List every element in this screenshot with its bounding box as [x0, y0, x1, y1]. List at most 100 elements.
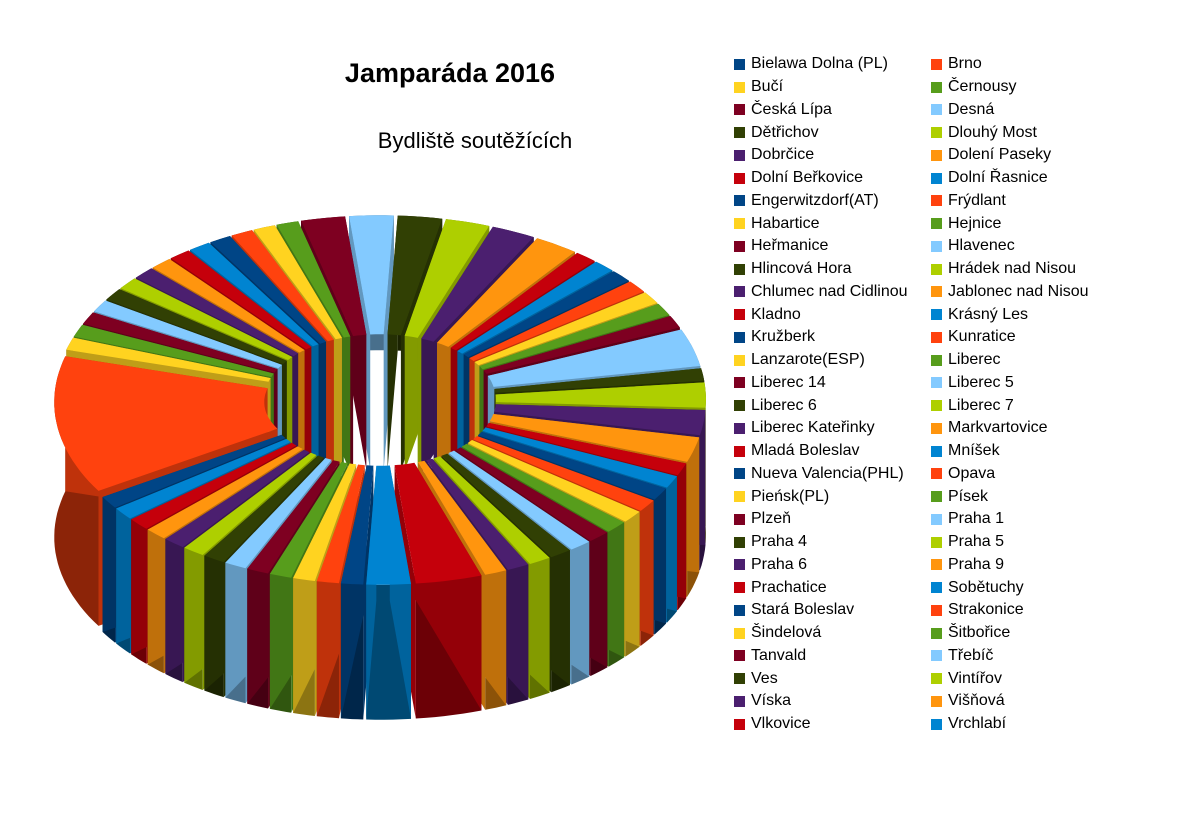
legend-item: Brno	[931, 53, 1131, 76]
legend-label: Desná	[948, 100, 995, 118]
legend-swatch	[734, 58, 745, 70]
legend-label: Šitbořice	[948, 624, 1011, 642]
legend-swatch	[734, 263, 745, 275]
legend-item: Kružberk	[734, 326, 931, 349]
legend-item: Nueva Valencia(PHL)	[734, 463, 931, 486]
legend-swatch	[931, 468, 942, 480]
legend-label: Hlincová Hora	[751, 260, 852, 278]
legend-label: Hejnice	[948, 214, 1002, 232]
legend-label: Prachatice	[751, 578, 827, 596]
legend-label: Vlkovice	[751, 715, 811, 733]
legend-label: Praha 4	[751, 533, 808, 551]
legend-label: Jablonec nad Nisou	[948, 282, 1089, 300]
legend-swatch	[931, 650, 942, 662]
legend-item: Černousy	[931, 76, 1131, 99]
legend-swatch	[734, 400, 745, 412]
legend-item: Engerwitzdorf(AT)	[734, 190, 931, 213]
legend-swatch	[931, 149, 942, 161]
legend-label: Liberec 7	[948, 396, 1014, 414]
legend-item: Desná	[931, 99, 1131, 122]
legend-label: Sobětuchy	[948, 578, 1024, 596]
legend-label: Bučí	[751, 78, 784, 96]
legend-item: Višňová	[931, 690, 1131, 713]
legend-label: Krásný Les	[948, 305, 1029, 323]
chart-legend: Bielawa Dolna (PL) Brno Bučí Černousy Česká …	[734, 53, 1154, 736]
legend-item: Heřmanice	[734, 235, 931, 258]
legend-label: Dolní Řasnice	[948, 169, 1048, 187]
legend-item: Ves	[734, 667, 931, 690]
legend-item: Dětřichov	[734, 121, 931, 144]
legend-label: Chlumec nad Cidlinou	[751, 282, 908, 300]
legend-label: Písek	[948, 487, 989, 505]
legend-swatch	[734, 468, 745, 480]
legend-label: Nueva Valencia(PHL)	[751, 464, 904, 482]
legend-item: Praha 6	[734, 554, 931, 577]
legend-swatch	[931, 81, 942, 93]
legend-swatch	[734, 582, 745, 594]
legend-label: Vintířov	[948, 669, 1002, 687]
legend-swatch	[931, 218, 942, 230]
legend-label: Liberec	[948, 351, 1001, 369]
legend-swatch	[931, 559, 942, 571]
legend-swatch	[734, 354, 745, 366]
legend-swatch	[931, 104, 942, 116]
legend-label: Hrádek nad Nisou	[948, 260, 1077, 278]
legend-label: Liberec 14	[751, 373, 826, 391]
legend-item: Liberec 7	[931, 394, 1131, 417]
legend-item: Dolní Řasnice	[931, 167, 1131, 190]
legend-item: Šindelová	[734, 622, 931, 645]
legend-item: Praha 4	[734, 531, 931, 554]
legend-item: Česká Lípa	[734, 99, 931, 122]
legend-label: Engerwitzdorf(AT)	[751, 191, 879, 209]
legend-label: Praha 1	[948, 510, 1005, 528]
legend-label: Liberec 5	[948, 373, 1014, 391]
legend-label: Praha 9	[948, 555, 1005, 573]
legend-item: Hlavenec	[931, 235, 1131, 258]
legend-item: Třebíč	[931, 645, 1131, 668]
legend-item: Opava	[931, 463, 1131, 486]
legend-item: Prachatice	[734, 576, 931, 599]
legend-label: Česká Lípa	[751, 100, 832, 118]
legend-label: Mladá Boleslav	[751, 442, 860, 460]
legend-swatch	[734, 240, 745, 252]
legend-swatch	[734, 491, 745, 503]
legend-label: Mníšek	[948, 442, 1000, 460]
legend-swatch	[931, 263, 942, 275]
legend-item: Plzeň	[734, 508, 931, 531]
legend-label: Tanvald	[751, 646, 807, 664]
legend-swatch	[931, 354, 942, 366]
chart-subtitle: Bydliště soutěžících	[377, 128, 573, 153]
legend-label: Višňová	[948, 692, 1005, 710]
legend-swatch	[734, 195, 745, 207]
legend-item: Bielawa Dolna (PL)	[734, 53, 931, 76]
legend-item: Praha 1	[931, 508, 1131, 531]
legend-item: Jablonec nad Nisou	[931, 281, 1131, 304]
legend-item: Vintířov	[931, 667, 1131, 690]
legend-item: Víska	[734, 690, 931, 713]
legend-item: Bučí	[734, 76, 931, 99]
legend-item: Hlincová Hora	[734, 258, 931, 281]
legend-label: Kružberk	[751, 328, 816, 346]
legend-swatch	[931, 127, 942, 139]
legend-item: Dolní Beřkovice	[734, 167, 931, 190]
legend-label: Černousy	[948, 78, 1017, 96]
legend-label: Vrchlabí	[948, 715, 1007, 733]
legend-item: Šitbořice	[931, 622, 1131, 645]
legend-swatch	[931, 513, 942, 525]
legend-item: Vlkovice	[734, 713, 931, 736]
legend-item: Mníšek	[931, 440, 1131, 463]
legend-item: Liberec 6	[734, 394, 931, 417]
legend-swatch	[734, 309, 745, 321]
legend-swatch	[931, 331, 942, 343]
legend-label: Dobrčice	[751, 146, 815, 164]
legend-swatch	[734, 286, 745, 298]
legend-swatch	[931, 422, 942, 434]
legend-item: Mladá Boleslav	[734, 440, 931, 463]
legend-swatch	[734, 104, 745, 116]
legend-swatch	[931, 582, 942, 594]
legend-item: Chlumec nad Cidlinou	[734, 281, 931, 304]
legend-item: Hrádek nad Nisou	[931, 258, 1131, 281]
legend-label: Pieńsk(PL)	[751, 487, 830, 505]
legend-label: Praha 5	[948, 533, 1005, 551]
pie-group	[54, 215, 706, 720]
